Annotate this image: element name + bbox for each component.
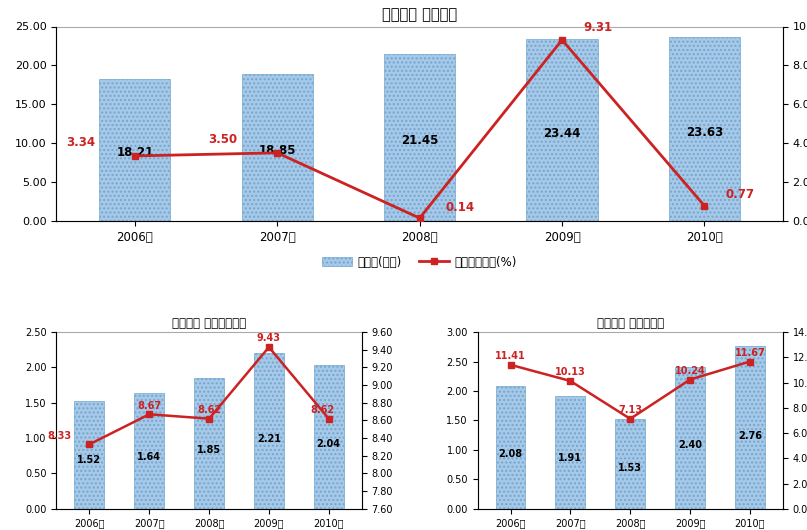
Bar	[675, 367, 705, 509]
Text: 9.43: 9.43	[257, 333, 281, 343]
Text: 10.24: 10.24	[675, 366, 705, 376]
Legend: 매출액(조원), 매출액증가율(%): 매출액(조원), 매출액증가율(%)	[317, 251, 522, 273]
Text: 1.64: 1.64	[137, 452, 161, 462]
Bar	[314, 365, 344, 509]
Text: 1.85: 1.85	[197, 445, 221, 455]
Text: 8.62: 8.62	[311, 405, 335, 415]
Text: 9.31: 9.31	[583, 21, 613, 34]
Bar	[99, 80, 170, 221]
Text: 11.67: 11.67	[734, 348, 765, 358]
Text: 18.85: 18.85	[258, 144, 296, 157]
Bar	[555, 396, 585, 509]
Text: 7.13: 7.13	[618, 405, 642, 415]
Bar	[194, 378, 224, 509]
Text: 2.04: 2.04	[317, 439, 341, 449]
Title: 식품산업 순이익추이: 식품산업 순이익추이	[596, 316, 664, 330]
Text: 23.63: 23.63	[686, 126, 723, 139]
Text: 0.77: 0.77	[725, 188, 755, 201]
Text: 1.52: 1.52	[77, 455, 102, 465]
Text: 2.21: 2.21	[257, 434, 281, 444]
Text: 21.45: 21.45	[401, 134, 438, 147]
Text: 23.44: 23.44	[543, 127, 581, 140]
Bar	[254, 352, 284, 509]
Bar	[134, 393, 164, 509]
Text: 10.13: 10.13	[555, 367, 586, 377]
Text: 0.14: 0.14	[445, 201, 475, 214]
Text: 3.34: 3.34	[66, 136, 95, 149]
Text: 8.33: 8.33	[48, 431, 72, 441]
Text: 1.91: 1.91	[558, 453, 583, 463]
Text: 11.41: 11.41	[495, 351, 526, 361]
Text: 3.50: 3.50	[208, 133, 237, 146]
Text: 18.21: 18.21	[116, 146, 153, 160]
Bar	[495, 386, 525, 509]
Bar	[74, 401, 104, 509]
Text: 8.62: 8.62	[197, 405, 221, 415]
Title: 식품산업 영업이익추이: 식품산업 영업이익추이	[172, 316, 246, 330]
Title: 식품산업 매출추이: 식품산업 매출추이	[382, 7, 458, 23]
Bar	[526, 39, 598, 221]
Bar	[615, 419, 645, 509]
Bar	[241, 74, 313, 221]
Bar	[735, 346, 765, 509]
Text: 2.40: 2.40	[678, 440, 702, 450]
Text: 2.08: 2.08	[499, 449, 523, 458]
Text: 1.53: 1.53	[618, 463, 642, 473]
Text: 2.76: 2.76	[738, 431, 762, 440]
Text: 8.67: 8.67	[137, 401, 161, 411]
Bar	[384, 54, 455, 221]
Bar	[669, 37, 740, 221]
